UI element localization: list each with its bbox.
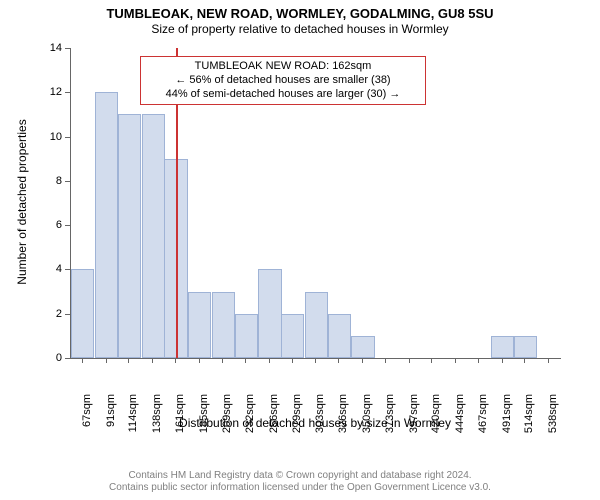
histogram-bar [491, 336, 514, 358]
x-tick-label: 491sqm [501, 394, 513, 444]
x-tick-mark [431, 358, 432, 363]
histogram-bar [235, 314, 258, 358]
histogram-bar [95, 92, 118, 358]
x-tick-mark [409, 358, 410, 363]
annotation-line: ← 56% of detached houses are smaller (38… [147, 74, 419, 88]
footer-text: Contains HM Land Registry data © Crown c… [0, 470, 600, 494]
y-tick-label: 0 [40, 352, 62, 364]
y-tick-mark [65, 225, 70, 226]
annotation-line: TUMBLEOAK NEW ROAD: 162sqm [147, 60, 419, 74]
x-tick-mark [524, 358, 525, 363]
y-tick-mark [65, 269, 70, 270]
x-tick-label: 538sqm [547, 394, 559, 444]
x-tick-mark [315, 358, 316, 363]
x-tick-mark [175, 358, 176, 363]
y-tick-label: 10 [40, 131, 62, 143]
histogram-bar [328, 314, 351, 358]
annotation-line: 44% of semi-detached houses are larger (… [147, 88, 419, 102]
x-tick-mark [478, 358, 479, 363]
x-tick-label: 467sqm [477, 394, 489, 444]
chart-container: TUMBLEOAK, NEW ROAD, WORMLEY, GODALMING,… [0, 0, 600, 500]
histogram-bar [212, 292, 235, 358]
x-tick-mark [338, 358, 339, 363]
y-tick-label: 6 [40, 219, 62, 231]
x-tick-label: 326sqm [337, 394, 349, 444]
x-tick-label: 232sqm [244, 394, 256, 444]
x-tick-label: 138sqm [151, 394, 163, 444]
x-tick-mark [199, 358, 200, 363]
x-tick-label: 161sqm [174, 394, 186, 444]
y-tick-mark [65, 358, 70, 359]
x-tick-label: 514sqm [523, 394, 535, 444]
y-tick-mark [65, 314, 70, 315]
x-tick-label: 397sqm [408, 394, 420, 444]
x-tick-mark [128, 358, 129, 363]
x-tick-mark [502, 358, 503, 363]
histogram-bar [71, 269, 94, 358]
annotation-box: TUMBLEOAK NEW ROAD: 162sqm← 56% of detac… [140, 56, 426, 105]
x-tick-label: 420sqm [430, 394, 442, 444]
x-tick-mark [269, 358, 270, 363]
chart-subtitle: Size of property relative to detached ho… [0, 22, 600, 36]
y-tick-mark [65, 137, 70, 138]
footer-line-1: Contains HM Land Registry data © Crown c… [0, 470, 600, 482]
x-tick-label: 303sqm [314, 394, 326, 444]
x-tick-label: 444sqm [454, 394, 466, 444]
x-tick-mark [455, 358, 456, 363]
x-tick-mark [82, 358, 83, 363]
x-tick-label: 279sqm [291, 394, 303, 444]
x-tick-mark [548, 358, 549, 363]
y-axis-label: Number of detached properties [15, 102, 29, 302]
y-tick-mark [65, 181, 70, 182]
histogram-bar [188, 292, 211, 358]
x-tick-mark [362, 358, 363, 363]
chart-title: TUMBLEOAK, NEW ROAD, WORMLEY, GODALMING,… [0, 0, 600, 22]
histogram-bar [118, 114, 141, 358]
y-tick-mark [65, 92, 70, 93]
histogram-bar [305, 292, 328, 358]
y-tick-label: 14 [40, 42, 62, 54]
x-tick-label: 67sqm [81, 394, 93, 444]
x-tick-mark [106, 358, 107, 363]
x-tick-label: 256sqm [268, 394, 280, 444]
x-tick-mark [152, 358, 153, 363]
y-tick-label: 4 [40, 263, 62, 275]
histogram-bar [142, 114, 165, 358]
histogram-bar [514, 336, 537, 358]
x-tick-label: 114sqm [127, 394, 139, 444]
y-tick-label: 2 [40, 308, 62, 320]
x-tick-label: 373sqm [384, 394, 396, 444]
x-tick-mark [292, 358, 293, 363]
histogram-bar [351, 336, 374, 358]
x-tick-label: 185sqm [198, 394, 210, 444]
x-tick-mark [245, 358, 246, 363]
x-tick-mark [385, 358, 386, 363]
y-tick-label: 12 [40, 86, 62, 98]
y-tick-mark [65, 48, 70, 49]
x-tick-label: 209sqm [221, 394, 233, 444]
x-tick-label: 91sqm [105, 394, 117, 444]
histogram-bar [258, 269, 281, 358]
footer-line-2: Contains public sector information licen… [0, 482, 600, 494]
histogram-bar [281, 314, 304, 358]
y-tick-label: 8 [40, 175, 62, 187]
x-tick-label: 350sqm [361, 394, 373, 444]
x-tick-mark [222, 358, 223, 363]
